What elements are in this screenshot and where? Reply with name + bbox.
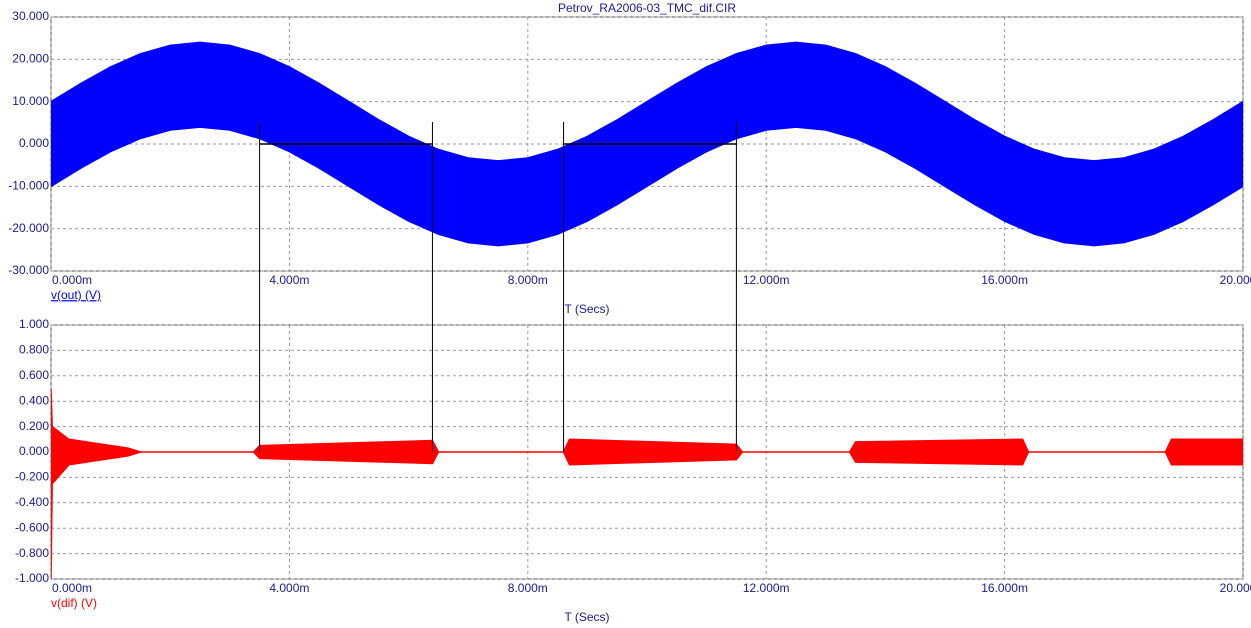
y-tick-label: -0.400	[15, 495, 49, 509]
y-tick-label: -20.000	[8, 221, 49, 235]
x-tick-label: 4.000m	[269, 273, 309, 287]
y-tick-label: 0.600	[19, 368, 49, 382]
x-tick-label: 0.000m	[52, 273, 92, 287]
legend-label: v(dif) (V)	[51, 596, 97, 610]
y-tick-label: 10.000	[12, 94, 49, 108]
x-axis-label: T (Secs)	[564, 302, 609, 316]
y-tick-label: 0.000	[19, 136, 49, 150]
x-tick-label: 16.000m	[981, 273, 1028, 287]
x-axis-label: T (Secs)	[564, 610, 609, 624]
y-tick-label: 20.000	[12, 52, 49, 66]
y-tick-label: 0.400	[19, 393, 49, 407]
y-tick-label: 0.000	[19, 444, 49, 458]
y-tick-label: 0.200	[19, 419, 49, 433]
y-tick-label: -1.000	[15, 571, 49, 585]
x-tick-label: 8.000m	[508, 273, 548, 287]
x-tick-label: 20.000m	[1220, 581, 1251, 595]
x-tick-label: 12.000m	[743, 273, 790, 287]
y-tick-label: -0.600	[15, 520, 49, 534]
legend-label: v(out) (V)	[51, 288, 101, 302]
signal-band	[51, 388, 1243, 579]
x-tick-label: 12.000m	[743, 581, 790, 595]
y-tick-label: 1.000	[19, 317, 49, 331]
x-tick-label: 0.000m	[52, 581, 92, 595]
y-tick-label: 0.800	[19, 343, 49, 357]
y-tick-label: -30.000	[8, 263, 49, 277]
x-tick-label: 8.000m	[508, 581, 548, 595]
y-tick-label: -10.000	[8, 179, 49, 193]
x-tick-label: 20.000m	[1220, 273, 1251, 287]
y-tick-label: -0.200	[15, 470, 49, 484]
y-tick-label: 30.000	[12, 9, 49, 23]
y-tick-label: -0.800	[15, 546, 49, 560]
x-tick-label: 4.000m	[269, 581, 309, 595]
x-tick-label: 16.000m	[981, 581, 1028, 595]
chart-title: Petrov_RA2006-03_TMC_dif.CIR	[558, 1, 736, 15]
